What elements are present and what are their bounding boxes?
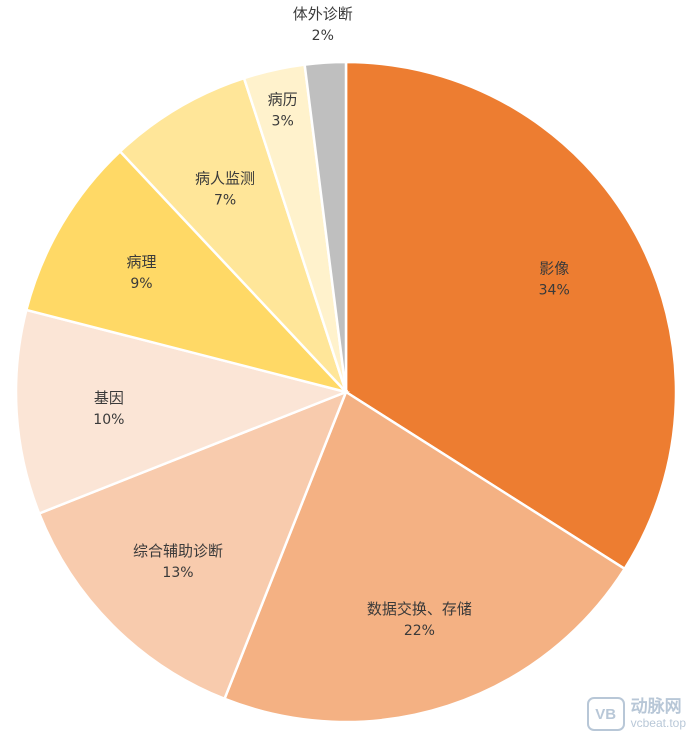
slice-label-name-4: 病理	[126, 253, 156, 271]
slice-label-percent-1: 22%	[404, 623, 435, 639]
pie-slice-7	[303, 60, 348, 393]
watermark: VB 动脉网 vcbeat.top	[586, 696, 686, 731]
pie-labels: 影像 34% 数据交换、存储 22% 综合辅助诊断 13% 基因 10% 病理 9% 病人监测 7% 病…	[93, 5, 569, 639]
slice-label-name-2: 综合辅助诊断	[133, 542, 223, 560]
pie-slice-0	[344, 60, 678, 571]
pie-slice-4	[24, 149, 350, 395]
slice-label-percent-2: 13%	[162, 565, 193, 581]
pie-slice-3	[14, 308, 351, 516]
slice-label-name-0: 影像	[539, 260, 569, 278]
pie-slice-5	[118, 76, 348, 393]
slice-label-percent-5: 7%	[214, 192, 236, 208]
slice-label-percent-7: 2%	[312, 28, 334, 44]
pie-slice-2	[37, 389, 349, 701]
slice-label-percent-6: 3%	[272, 114, 294, 130]
slice-label-percent-4: 9%	[130, 276, 152, 292]
slice-label-name-7: 体外诊断	[293, 5, 353, 23]
watermark-url: vcbeat.top	[630, 715, 686, 730]
slice-label-name-5: 病人监测	[195, 169, 255, 187]
watermark-name: 动脉网	[630, 696, 682, 717]
slice-label-name-3: 基因	[94, 389, 124, 407]
pie-slices	[14, 60, 678, 724]
watermark-logo-icon: VB	[586, 697, 625, 731]
slice-label-name-1: 数据交换、存储	[367, 600, 472, 618]
slice-label-percent-3: 10%	[93, 412, 124, 428]
slice-label-name-6: 病历	[268, 91, 298, 109]
pie-slice-1	[222, 390, 627, 724]
watermark-text: 动脉网 vcbeat.top	[630, 696, 686, 730]
slice-label-percent-0: 34%	[539, 283, 570, 299]
